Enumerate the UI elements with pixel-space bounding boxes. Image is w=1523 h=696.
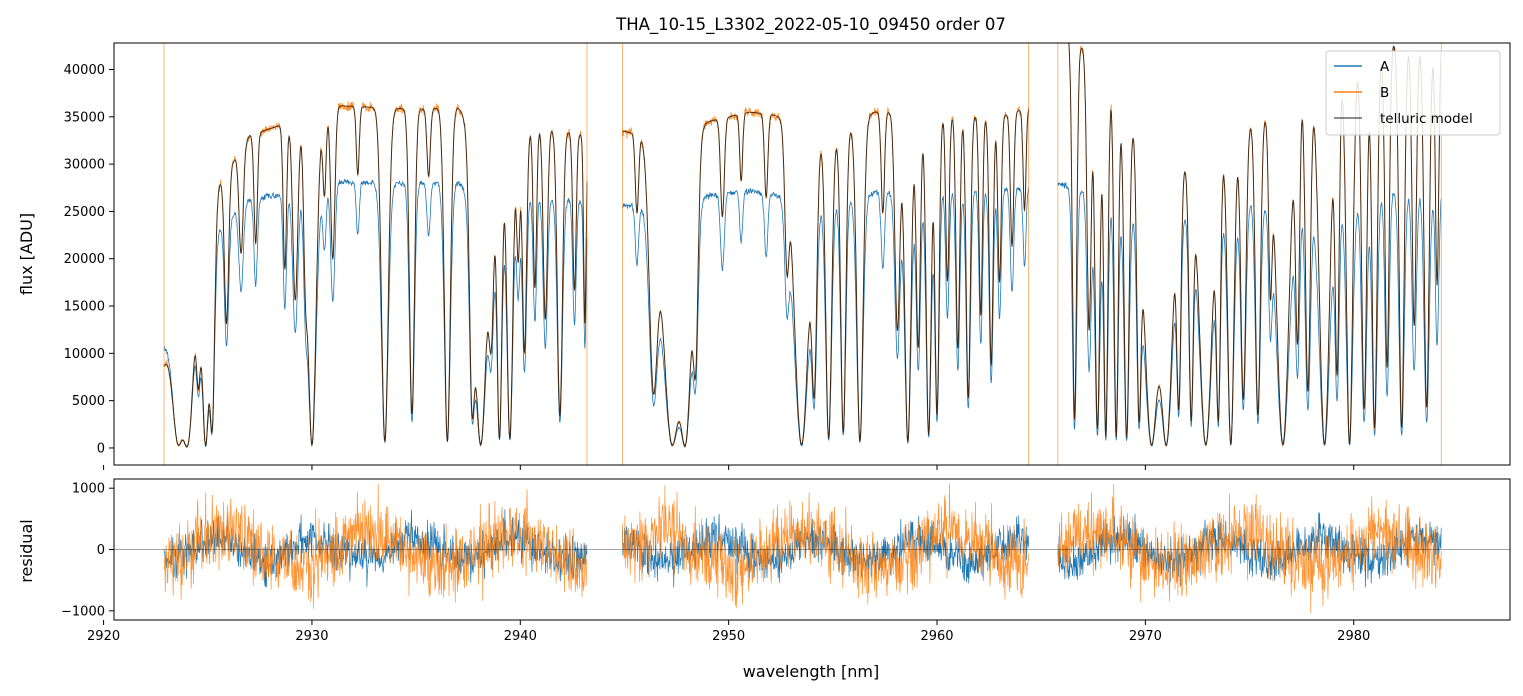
residual-x-tick-label: 2950 <box>712 629 745 644</box>
residual-x-tick-label: 2920 <box>87 629 120 644</box>
spectrum-panel: 0 5000 10000 15000 20000 25000 30000 35000 40000… <box>17 42 1511 470</box>
spectrum-y-tick-label: 10000 <box>64 347 105 362</box>
residual-x-tick-label: 2970 <box>1129 629 1162 644</box>
legend: A B telluric model <box>1325 50 1501 136</box>
residual-y-axis-label: residual <box>17 519 36 582</box>
residual-axes-frame <box>113 478 1511 621</box>
residual-ticks: −1000 0 1000 2920 2930 2940 2950 2960 2970 2980 <box>61 482 1370 644</box>
spectrum-y-tick-label: 30000 <box>64 158 105 173</box>
telluric-model-line <box>163 43 1442 448</box>
spectrum-ticks: 0 5000 10000 15000 20000 25000 30000 35000 40000 <box>64 63 1355 470</box>
chart-title: THA_10-15_L3302_2022-05-10_09450 order 0… <box>615 15 1006 35</box>
legend-box <box>1325 50 1501 136</box>
spectrum-series <box>163 43 1442 465</box>
legend-label-a: A <box>1380 59 1390 75</box>
spectrum-y-axis-label: flux [ADU] <box>17 213 36 295</box>
residual-panel: −1000 0 1000 2920 2930 2940 2950 2960 2970 2980 r… <box>17 478 1511 681</box>
spectrum-y-tick-label: 35000 <box>64 110 105 125</box>
x-axis-label: wavelength [nm] <box>743 662 880 681</box>
residual-y-tick-label: 1000 <box>72 482 105 497</box>
series-a-line <box>163 178 1442 449</box>
spectrum-y-tick-label: 40000 <box>64 63 105 78</box>
spectrum-y-tick-label: 20000 <box>64 252 105 267</box>
spectrum-y-tick-label: 0 <box>97 441 105 456</box>
legend-label-telluric: telluric model <box>1380 111 1473 127</box>
spectrum-y-tick-label: 5000 <box>72 394 105 409</box>
residual-x-tick-label: 2930 <box>295 629 328 644</box>
spectrum-y-tick-label: 15000 <box>64 300 105 315</box>
residual-y-tick-label: −1000 <box>61 604 105 619</box>
residual-x-tick-label: 2940 <box>504 629 537 644</box>
spectrum-axes-frame <box>113 42 1511 466</box>
spectrum-y-tick-label: 25000 <box>64 205 105 220</box>
residual-x-tick-label: 2960 <box>920 629 953 644</box>
residual-series <box>114 483 1510 614</box>
legend-label-b: B <box>1380 85 1389 101</box>
residual-y-tick-label: 0 <box>97 543 105 558</box>
residual-b-line <box>163 483 1442 614</box>
residual-x-tick-label: 2980 <box>1337 629 1370 644</box>
